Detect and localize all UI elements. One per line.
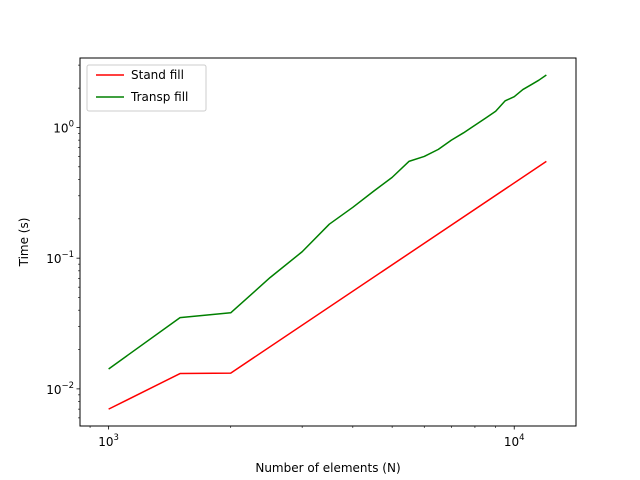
y-tick-label: 10−2 xyxy=(46,381,74,397)
legend-box xyxy=(86,64,207,112)
tick-layer: 103 104 10−2 10−1 100 xyxy=(46,64,525,449)
x-tick-label: 103 xyxy=(98,433,119,449)
y-tick-label: 10−1 xyxy=(46,250,74,266)
y-tick-label: 100 xyxy=(53,119,74,135)
x-axis-label: Number of elements (N) xyxy=(255,461,400,475)
series-layer xyxy=(108,74,547,410)
series-line-transp-fill xyxy=(108,74,547,370)
legend-label-transp-fill: Transp fill xyxy=(130,90,188,104)
series-line-stand-fill xyxy=(108,160,547,410)
legend: Stand fill Transp fill xyxy=(86,64,207,112)
legend-label-stand-fill: Stand fill xyxy=(131,68,184,82)
x-tick-label: 104 xyxy=(504,433,525,449)
axes-frame xyxy=(79,57,577,427)
y-axis-label: Time (s) xyxy=(17,218,31,268)
